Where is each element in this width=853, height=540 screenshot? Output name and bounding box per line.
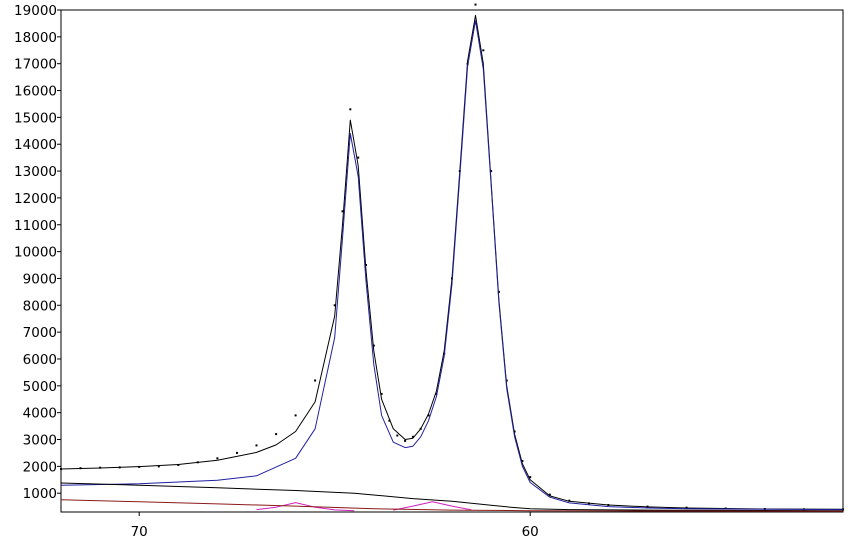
data-point bbox=[482, 49, 485, 52]
data-point bbox=[521, 460, 524, 462]
data-point bbox=[349, 108, 352, 111]
y-tick-label: 12000 bbox=[14, 191, 57, 207]
y-tick-label: 9000 bbox=[23, 271, 57, 287]
data-point bbox=[497, 290, 500, 293]
data-point bbox=[255, 444, 258, 447]
y-axis: 1000 2000 3000 4000 5000 6000 7000 8000 9000 1000… bbox=[14, 3, 61, 502]
y-tick-label: 17000 bbox=[14, 57, 57, 73]
data-point bbox=[372, 344, 375, 347]
y-tick-label: 13000 bbox=[14, 164, 57, 180]
y-tick-label: 2000 bbox=[23, 459, 57, 475]
data-point bbox=[275, 433, 278, 436]
data-point bbox=[294, 414, 297, 417]
data-point bbox=[314, 379, 317, 382]
baseline-lower-line-6 bbox=[60, 499, 844, 512]
y-tick-label: 1000 bbox=[23, 486, 57, 502]
data-point bbox=[435, 392, 438, 395]
fit-line-1 bbox=[60, 14, 844, 510]
data-point bbox=[548, 493, 551, 496]
plot-frame bbox=[60, 9, 844, 513]
y-tick-label: 4000 bbox=[23, 406, 57, 422]
y-tick-label: 6000 bbox=[23, 352, 57, 368]
y-tick-label: 16000 bbox=[14, 84, 57, 100]
data-point bbox=[404, 439, 407, 442]
y-tick-label: 15000 bbox=[14, 110, 57, 126]
component-main-line-2 bbox=[60, 20, 844, 511]
data-point bbox=[388, 419, 391, 422]
data-point bbox=[474, 3, 477, 6]
baseline-line-5 bbox=[60, 482, 844, 512]
data-point bbox=[333, 304, 336, 307]
component-minor-line-3 bbox=[256, 502, 355, 512]
y-tick-label: 19000 bbox=[14, 3, 57, 19]
x-tick-label: 70 bbox=[131, 524, 148, 540]
y-tick-label: 10000 bbox=[14, 245, 57, 261]
data-point bbox=[341, 210, 344, 213]
data-point bbox=[490, 170, 493, 173]
data-point bbox=[396, 434, 399, 437]
data-point bbox=[380, 392, 383, 395]
data-point bbox=[411, 435, 414, 438]
y-tick-label: 11000 bbox=[14, 218, 57, 234]
data-point bbox=[216, 457, 219, 460]
data-point bbox=[427, 414, 430, 417]
y-tick-label: 14000 bbox=[14, 137, 57, 153]
data-point bbox=[357, 156, 360, 159]
plot-marks bbox=[60, 3, 844, 512]
y-tick-label: 18000 bbox=[14, 30, 57, 46]
y-tick-label: 8000 bbox=[23, 298, 57, 314]
x-axis: 70 60 bbox=[131, 512, 539, 540]
data-point bbox=[236, 451, 238, 454]
data-point bbox=[568, 499, 571, 502]
data-point bbox=[529, 476, 532, 479]
data-point bbox=[157, 465, 160, 468]
y-tick-label: 3000 bbox=[23, 433, 57, 449]
x-tick-label: 60 bbox=[522, 524, 539, 540]
component-minor-line-4 bbox=[393, 501, 472, 511]
y-tick-label: 7000 bbox=[23, 325, 57, 341]
y-tick-label: 5000 bbox=[23, 379, 57, 395]
